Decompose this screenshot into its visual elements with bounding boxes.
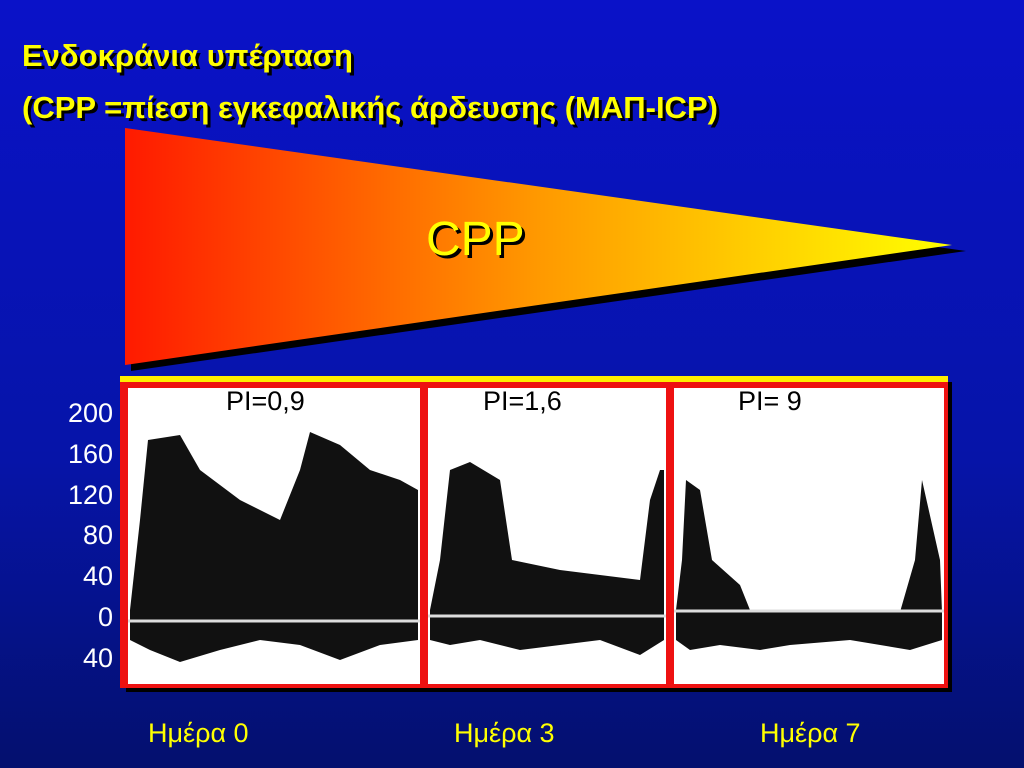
y-axis-label: 40 (82, 642, 113, 673)
pi-label: PI=0,9 (226, 386, 305, 416)
y-axis-label: 160 (67, 438, 113, 469)
pi-label: PI= 9 (738, 386, 802, 416)
title-line-1: Ενδοκράνια υπέρταση (22, 38, 353, 73)
title-line-2: (CPP =πίεση εγκεφαλικής άρδευσης (ΜΑΠ-IC… (22, 90, 718, 125)
day-label: Ημέρα 0 (148, 718, 249, 748)
day-label: Ημέρα 7 (760, 718, 861, 748)
y-axis-label: 200 (67, 398, 113, 428)
y-axis-label: 80 (82, 520, 113, 551)
y-axis-label: 120 (67, 479, 113, 510)
y-axis-label: 40 (82, 561, 113, 592)
pi-label: PI=1,6 (483, 386, 562, 416)
cpp-triangle (125, 128, 952, 365)
panel-top (120, 376, 948, 382)
cpp-label: CPP (426, 213, 525, 266)
day-label: Ημέρα 3 (454, 718, 555, 748)
baselines (128, 609, 944, 623)
waveforms (130, 432, 942, 662)
y-axis-label: 0 (97, 602, 113, 632)
